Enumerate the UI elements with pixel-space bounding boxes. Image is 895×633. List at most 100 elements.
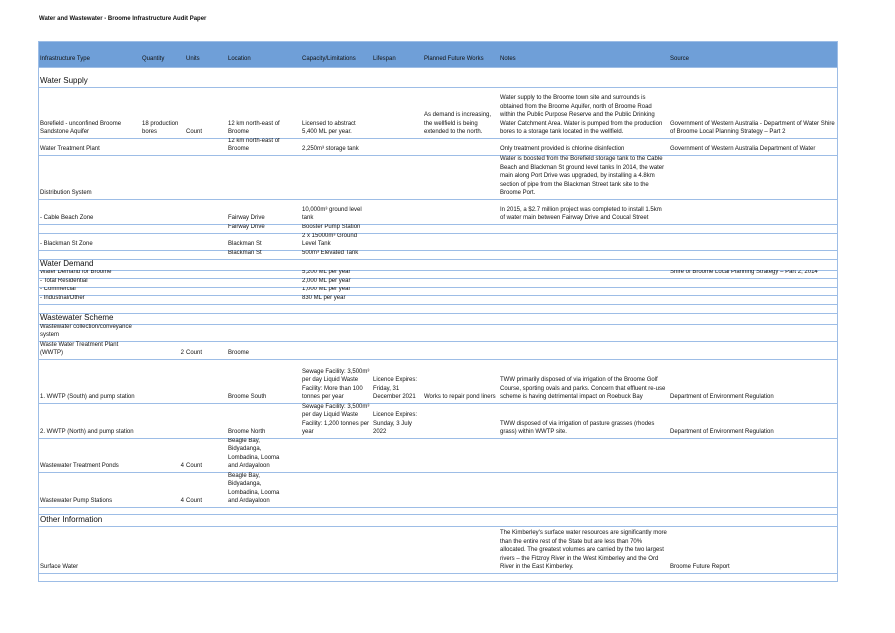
table-header-band bbox=[38, 41, 838, 67]
capacity-cell-text: 2,000 ML per year bbox=[302, 278, 351, 285]
header-cell: Infrastructure Type bbox=[40, 41, 142, 66]
type-cell-text: Borefield - unconfined Broome Sandstone … bbox=[40, 120, 122, 136]
location-cell-text: Fairway Drive bbox=[228, 224, 265, 231]
section-heading: Water Supply bbox=[40, 67, 340, 87]
header-cell: Source bbox=[670, 41, 836, 66]
notes-cell-text: Water supply to the Broome town site and… bbox=[500, 95, 663, 136]
row-divider bbox=[38, 313, 838, 314]
row-divider bbox=[38, 359, 838, 360]
location-cell: Fairway Drive bbox=[228, 199, 290, 224]
capacity-cell-text: Sewage Facility: 3,500m³ per day Liquid … bbox=[302, 368, 370, 401]
header-cell-text: Lifespan bbox=[373, 56, 396, 63]
header-cell-text: Units bbox=[186, 56, 200, 63]
row-divider bbox=[38, 224, 838, 225]
section-heading: Water Demand bbox=[40, 259, 340, 270]
location-cell-text: Broome South bbox=[228, 394, 267, 401]
notes-cell-text: Water is boosted from the Borefield stor… bbox=[500, 156, 665, 197]
units-cell-text: Count bbox=[186, 498, 203, 505]
planned-cell: Works to repair pond liners bbox=[424, 359, 498, 403]
quantity-cell: 2 bbox=[142, 341, 184, 359]
source-cell: Government of Western Australia Departme… bbox=[670, 138, 836, 155]
location-cell-text: Blackman St bbox=[228, 250, 262, 257]
capacity-cell-text: Booster Pump Station bbox=[302, 224, 361, 231]
source-cell-text: Government of Western Australia - Depart… bbox=[670, 120, 835, 136]
section-heading-text: Water Demand bbox=[40, 259, 94, 268]
capacity-cell: 500m³ Elevated Tank bbox=[302, 250, 371, 259]
capacity-cell: 2,000 ML per year bbox=[302, 278, 371, 287]
notes-cell-text: In 2015, a $2.7 million project was comp… bbox=[500, 206, 662, 222]
row-divider bbox=[38, 438, 838, 439]
notes-cell: TWW primarily disposed of via irrigation… bbox=[500, 359, 667, 403]
units-cell-text: Count bbox=[186, 129, 203, 136]
row-divider bbox=[38, 270, 838, 271]
source-cell: Department of Environment Regulation bbox=[670, 359, 836, 403]
type-cell: Waste Water Treatment Plant (WWTP) bbox=[40, 341, 142, 359]
source-cell: Shire of Broome Local Planning Strategy … bbox=[670, 270, 836, 278]
header-cell: Units bbox=[186, 41, 226, 66]
notes-cell: Only treatment provided is chlorine disi… bbox=[500, 138, 667, 155]
type-cell: - Industrial/Other bbox=[40, 295, 142, 304]
quantity-cell: 4 bbox=[142, 438, 184, 472]
source-cell: Broome Future Report bbox=[670, 526, 836, 573]
row-divider bbox=[38, 67, 838, 68]
header-cell-text: Infrastructure Type bbox=[40, 56, 90, 63]
type-cell-text: - Cable Beach Zone bbox=[40, 215, 94, 222]
location-cell: Beagle Bay, Bidyadanga, Lombadina, Looma… bbox=[228, 472, 290, 507]
units-cell-text: Count bbox=[186, 463, 203, 470]
planned-cell: As demand is increasing, the wellfield i… bbox=[424, 87, 498, 138]
row-divider bbox=[38, 278, 838, 279]
location-cell-text: 12 km north-east of Broome bbox=[228, 120, 280, 136]
type-cell-text: - Commercial bbox=[40, 287, 76, 293]
header-cell: Quantity bbox=[142, 41, 184, 66]
header-cell-text: Location bbox=[228, 56, 251, 63]
type-cell: 2. WWTP (North) and pump station bbox=[40, 403, 142, 438]
type-cell-text: Water Treatment Plant bbox=[40, 146, 100, 153]
row-divider bbox=[38, 514, 838, 515]
row-divider bbox=[38, 526, 838, 527]
notes-cell-text: The Kimberley's surface water resources … bbox=[500, 530, 667, 571]
source-cell-text: Government of Western Australia Departme… bbox=[670, 146, 816, 153]
row-divider bbox=[38, 304, 838, 305]
header-cell-text: Source bbox=[670, 56, 690, 63]
location-cell: 12 km north-east of Broome bbox=[228, 87, 290, 138]
row-divider bbox=[38, 573, 838, 574]
capacity-cell-text: 500m³ Elevated Tank bbox=[302, 250, 359, 257]
location-cell: Broome North bbox=[228, 403, 290, 438]
source-cell-text: Department of Environment Regulation bbox=[670, 429, 774, 436]
type-cell: 1. WWTP (South) and pump station bbox=[40, 359, 142, 403]
planned-cell-text: As demand is increasing, the wellfield i… bbox=[424, 112, 492, 136]
source-cell-text: Broome Future Report bbox=[670, 564, 730, 571]
type-cell: - Cable Beach Zone bbox=[40, 199, 142, 224]
capacity-cell-text: 2,250m³ storage tank bbox=[302, 146, 359, 153]
location-cell: Beagle Bay, Bidyadanga, Lombadina, Looma… bbox=[228, 438, 290, 472]
notes-cell: TWW disposed of via irrigation of pastur… bbox=[500, 403, 667, 438]
location-cell-text: 12 km north-east of Broome bbox=[228, 138, 280, 153]
location-cell: 12 km north-east of Broome bbox=[228, 138, 290, 155]
type-cell-text: Wastewater collection/conveyance system bbox=[40, 324, 132, 339]
notes-cell: The Kimberley's surface water resources … bbox=[500, 526, 667, 573]
type-cell: Wastewater Treatment Ponds bbox=[40, 438, 142, 472]
row-divider bbox=[38, 155, 838, 156]
row-divider bbox=[38, 87, 838, 88]
type-cell-text: Waste Water Treatment Plant (WWTP) bbox=[40, 341, 119, 357]
row-divider bbox=[38, 138, 838, 139]
lifespan-cell: Licence Expires: Sunday, 3 July 2022 bbox=[373, 403, 422, 438]
lifespan-cell-text: Licence Expires: Sunday, 3 July 2022 bbox=[373, 412, 418, 436]
location-cell-text: Broome bbox=[228, 350, 250, 357]
type-cell: Surface Water bbox=[40, 526, 142, 573]
quantity-cell-text: 18 production bores bbox=[142, 120, 179, 136]
header-cell-text: Planned Future Works bbox=[424, 56, 484, 63]
quantity-cell-text: 2 bbox=[180, 350, 184, 357]
notes-cell-text: TWW disposed of via irrigation of pastur… bbox=[500, 420, 655, 436]
quantity-cell-text: 4 bbox=[180, 498, 184, 505]
location-cell-text: Fairway Drive bbox=[228, 215, 265, 222]
type-cell-text: Wastewater Pump Stations bbox=[40, 498, 113, 505]
row-divider bbox=[38, 403, 838, 404]
section-heading-text: Other Information bbox=[40, 515, 103, 524]
capacity-cell-text: Sewage Facility: 3,500m³ per day Liquid … bbox=[302, 403, 370, 436]
location-cell-text: Broome North bbox=[228, 429, 266, 436]
location-cell-text: Beagle Bay, Bidyadanga, Lombadina, Looma… bbox=[228, 438, 280, 470]
type-cell-text: Wastewater Treatment Ponds bbox=[40, 463, 119, 470]
planned-cell-text: Works to repair pond liners bbox=[424, 394, 496, 401]
